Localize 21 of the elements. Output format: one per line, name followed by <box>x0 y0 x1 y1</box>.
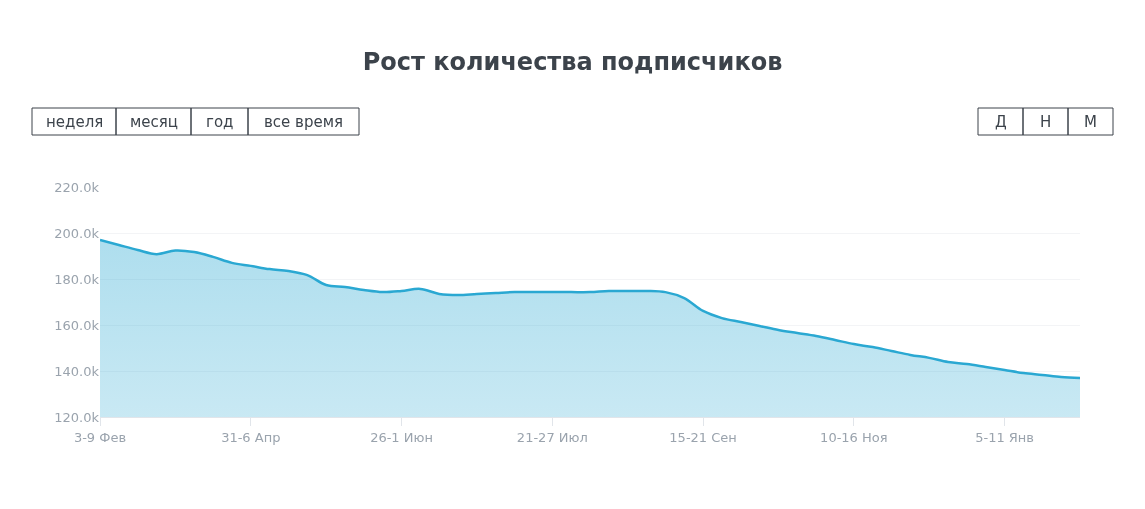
text: год <box>206 113 234 131</box>
x-tick-label: 26-1 Июн <box>370 429 433 445</box>
y-tick-label: 220.0k <box>54 179 100 195</box>
x-tick-label: 5-11 Янв <box>975 429 1035 445</box>
y-tick-label: 200.0k <box>54 225 100 241</box>
x-tick-label: 3-9 Фев <box>73 429 127 445</box>
x-tick-label: 10-16 Ноя <box>820 429 888 445</box>
chart-title: Рост количества подписчиков <box>362 48 783 77</box>
text: М <box>1084 113 1097 131</box>
x-tick-label: 15-21 Сен <box>669 429 737 445</box>
text: неделя <box>46 113 104 131</box>
y-tick-label: 140.0k <box>54 363 100 379</box>
y-tick-label: 180.0k <box>54 271 100 287</box>
x-tick-label: 21-27 Июл <box>516 429 588 445</box>
y-tick-label: 160.0k <box>54 317 100 333</box>
text: все время <box>264 113 344 131</box>
y-tick-label: 120.0k <box>54 409 100 425</box>
text: месяц <box>130 113 179 131</box>
text: Д <box>995 113 1007 131</box>
x-tick-label: 31-6 Апр <box>221 429 281 445</box>
text: Н <box>1040 113 1052 131</box>
